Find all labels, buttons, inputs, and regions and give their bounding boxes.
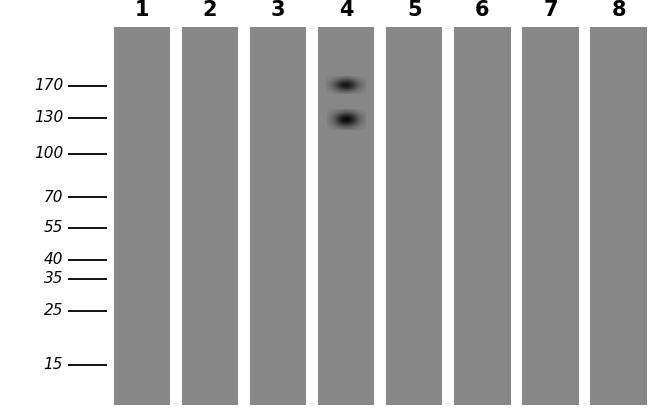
- Text: 40: 40: [44, 252, 63, 268]
- Text: 3: 3: [271, 0, 285, 20]
- Text: 130: 130: [34, 110, 63, 125]
- Text: 15: 15: [44, 357, 63, 372]
- Bar: [182, 27, 238, 405]
- Text: 6: 6: [475, 0, 489, 20]
- Text: 1: 1: [135, 0, 150, 20]
- Bar: [318, 27, 374, 405]
- Text: 100: 100: [34, 146, 63, 161]
- Bar: [114, 27, 170, 405]
- Bar: [386, 27, 443, 405]
- Text: 170: 170: [34, 78, 63, 93]
- Text: 70: 70: [44, 190, 63, 205]
- Text: 8: 8: [611, 0, 626, 20]
- Bar: [250, 27, 306, 405]
- Text: 25: 25: [44, 303, 63, 319]
- Text: 35: 35: [44, 271, 63, 286]
- Text: 55: 55: [44, 220, 63, 235]
- Text: 7: 7: [543, 0, 558, 20]
- Bar: [523, 27, 578, 405]
- Bar: [590, 27, 647, 405]
- Text: 5: 5: [407, 0, 422, 20]
- Text: 4: 4: [339, 0, 354, 20]
- Bar: [454, 27, 511, 405]
- Text: 2: 2: [203, 0, 217, 20]
